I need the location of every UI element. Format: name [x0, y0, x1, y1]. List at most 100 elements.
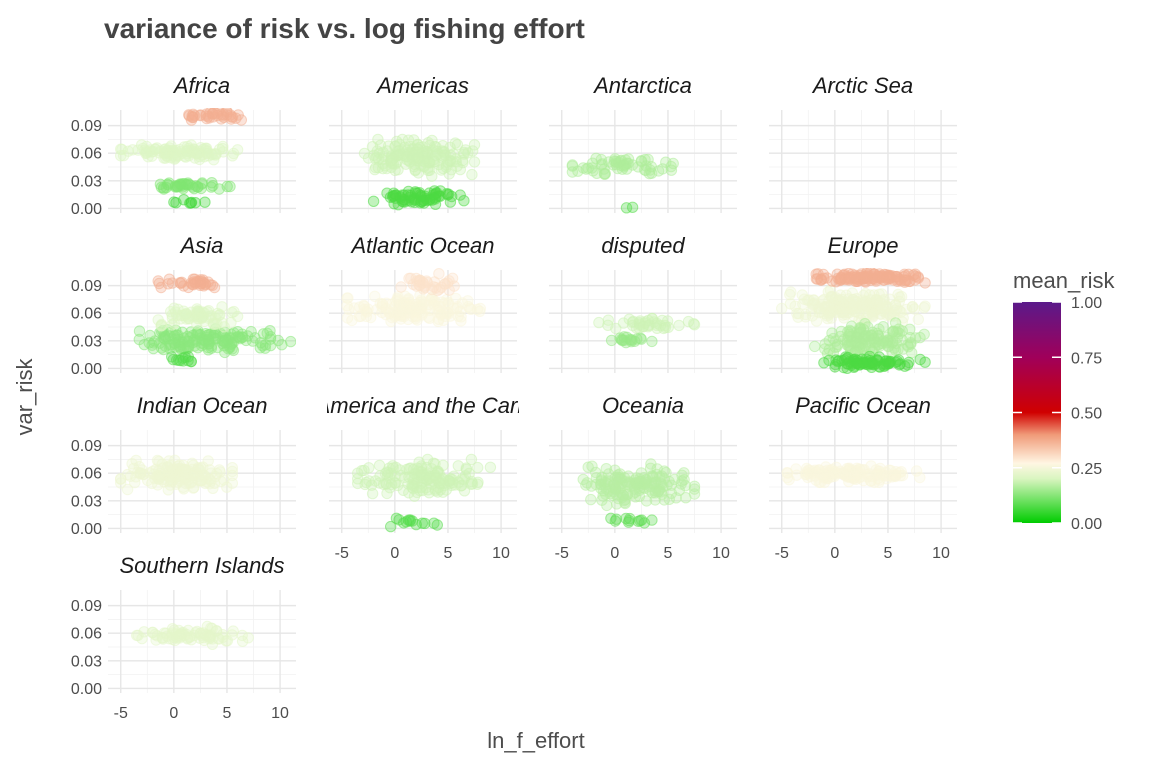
- data-point: [423, 312, 436, 324]
- data-point: [853, 472, 865, 484]
- facet-label: Asia: [179, 233, 224, 258]
- points: [566, 152, 679, 214]
- data-point: [410, 312, 422, 325]
- x-tick-label: 5: [444, 545, 453, 562]
- data-point: [166, 463, 178, 476]
- y-tick-label: 0.06: [71, 306, 102, 323]
- x-tick-label: 0: [390, 545, 399, 562]
- data-point: [431, 519, 443, 531]
- data-point: [894, 470, 906, 482]
- data-point: [236, 629, 248, 642]
- data-point: [142, 474, 154, 487]
- data-point: [620, 202, 633, 214]
- data-point: [910, 465, 923, 477]
- y-tick-label: 0.00: [71, 201, 102, 218]
- data-point: [442, 308, 455, 320]
- data-point: [401, 154, 413, 166]
- facet-label: Antarctica: [592, 73, 692, 98]
- x-tick-label: -5: [335, 545, 349, 562]
- data-point: [443, 275, 455, 287]
- data-point: [377, 162, 389, 175]
- facet-label: Oceania: [602, 393, 684, 418]
- facet-southern-islands: Southern Islands 0.00 0.03 0.06 0.09 -5 0 5 10: [71, 553, 296, 722]
- data-point: [887, 326, 899, 338]
- x-tick-label: 0: [169, 705, 178, 722]
- data-point: [217, 146, 229, 158]
- facet-arctic-sea: Arctic Sea: [769, 73, 957, 213]
- data-point: [809, 340, 821, 353]
- data-point: [421, 276, 433, 289]
- data-point: [861, 300, 874, 312]
- facet-label: disputed: [601, 233, 685, 258]
- x-tick-label: 5: [884, 545, 893, 562]
- data-point: [688, 488, 701, 500]
- facet-antarctica: Antarctica: [549, 73, 737, 214]
- data-point: [600, 463, 612, 475]
- data-point: [853, 328, 865, 340]
- y-tick-label: 0.03: [71, 493, 102, 510]
- data-point: [190, 466, 202, 478]
- points: [131, 620, 254, 650]
- data-point: [455, 315, 467, 327]
- data-point: [665, 164, 678, 176]
- data-point: [819, 338, 831, 350]
- data-point: [141, 147, 153, 159]
- data-point: [466, 168, 478, 181]
- data-point: [791, 469, 803, 481]
- points: [115, 108, 248, 209]
- data-point: [818, 357, 830, 369]
- data-point: [236, 635, 249, 647]
- data-point: [131, 629, 143, 642]
- data-point: [646, 335, 658, 348]
- data-point: [441, 188, 453, 200]
- y-tick-label: 0.09: [71, 278, 102, 295]
- data-point: [869, 336, 881, 349]
- data-point: [183, 150, 195, 162]
- data-point: [612, 162, 624, 175]
- data-point: [645, 161, 657, 173]
- data-point: [159, 143, 172, 155]
- data-point: [668, 473, 681, 486]
- x-tick-label: 5: [664, 545, 673, 562]
- legend-ticks: 0.00 0.25 0.50 0.75 1.00: [1013, 295, 1102, 533]
- data-point: [163, 455, 175, 467]
- data-point: [272, 334, 284, 347]
- data-point: [918, 328, 930, 340]
- data-point: [407, 463, 420, 476]
- data-point: [580, 479, 592, 491]
- data-point: [392, 199, 404, 211]
- data-point: [211, 341, 224, 354]
- data-point: [838, 333, 850, 346]
- data-point: [904, 323, 916, 335]
- data-point: [659, 321, 672, 334]
- points: [133, 273, 296, 368]
- data-point: [458, 195, 470, 207]
- x-axis-title: ln_f_effort: [487, 728, 584, 753]
- points: [593, 312, 701, 349]
- data-point: [363, 462, 375, 474]
- legend-tick-label: 0.75: [1071, 350, 1102, 367]
- data-point: [389, 192, 401, 204]
- data-point: [154, 470, 166, 483]
- data-point: [352, 467, 364, 479]
- data-point: [428, 298, 440, 310]
- y-tick-label: 0.03: [71, 173, 102, 190]
- data-point: [187, 108, 199, 121]
- x-tick-label: 10: [492, 545, 510, 562]
- data-point: [912, 272, 924, 284]
- data-point: [902, 268, 915, 280]
- data-point: [162, 278, 174, 290]
- data-point: [914, 471, 926, 484]
- data-point: [688, 319, 701, 331]
- data-point: [115, 477, 127, 489]
- data-point: [185, 196, 198, 209]
- data-point: [376, 298, 388, 310]
- data-point: [429, 458, 441, 470]
- facet-asia: Asia 0.00 0.03 0.06 0.09: [71, 233, 296, 378]
- data-point: [629, 491, 642, 503]
- data-point: [601, 499, 613, 512]
- data-point: [447, 148, 460, 160]
- points: [781, 460, 926, 489]
- data-point: [217, 108, 230, 121]
